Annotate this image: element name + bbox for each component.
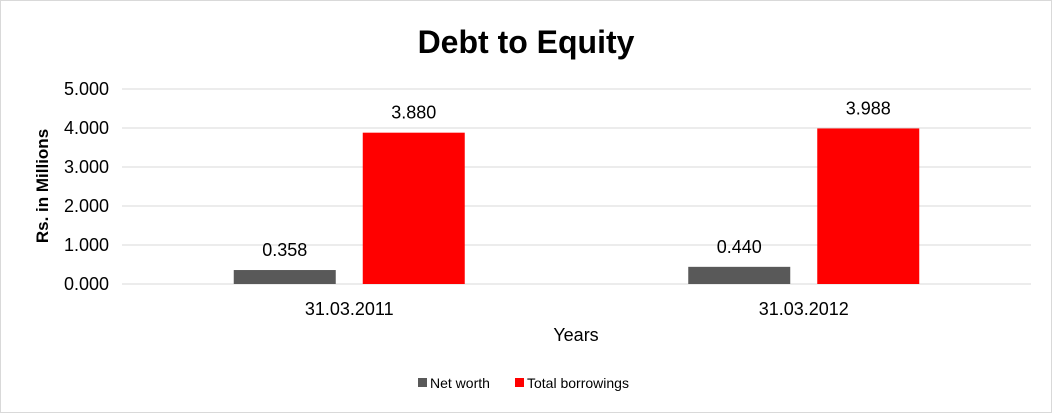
x-axis-title: Years: [553, 325, 598, 345]
y-tick-label: 3.000: [64, 157, 109, 177]
chart-title: Debt to Equity: [418, 24, 635, 60]
y-tick-label: 4.000: [64, 118, 109, 138]
y-tick-label: 5.000: [64, 79, 109, 99]
x-tick-label: 31.03.2011: [305, 299, 394, 319]
legend-label: Total borrowings: [527, 375, 629, 391]
data-label: 3.880: [391, 103, 436, 123]
bar-total-borrowings: [362, 132, 465, 284]
bar-net-worth: [688, 266, 791, 284]
y-axis-title: Rs. in Millions: [33, 129, 52, 243]
y-tick-label: 0.000: [64, 274, 109, 294]
x-tick-label: 31.03.2012: [759, 299, 849, 319]
legend-label: Net worth: [430, 375, 490, 391]
y-tick-label: 2.000: [64, 196, 109, 216]
data-label: 0.440: [717, 237, 762, 257]
data-label: 0.358: [262, 240, 307, 260]
legend-swatch: [418, 378, 427, 387]
data-label: 3.988: [846, 98, 891, 118]
bar-net-worth: [233, 270, 336, 284]
legend-swatch: [515, 378, 524, 387]
bar-total-borrowings: [817, 128, 920, 284]
y-tick-label: 1.000: [64, 235, 109, 255]
